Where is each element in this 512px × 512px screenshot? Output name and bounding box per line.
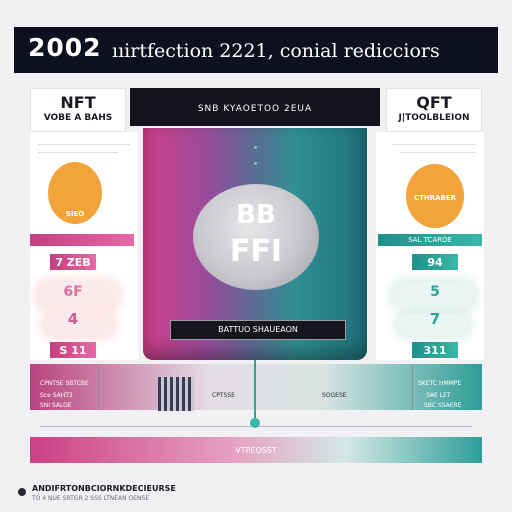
right-strip	[378, 234, 482, 246]
left-header-card	[30, 88, 126, 132]
center-dot	[254, 146, 257, 149]
footer-title: ANDIFRTONBCIORNKDECIEURSE	[32, 484, 176, 493]
left-strip	[30, 234, 134, 246]
right-divider	[400, 152, 476, 153]
right-badge-label: CTHRABER	[413, 194, 457, 202]
left-divider	[38, 144, 130, 145]
right-glow-pill	[398, 314, 468, 336]
left-divider	[38, 152, 118, 153]
right-header-card	[386, 88, 482, 132]
band-thumbnail	[158, 377, 194, 411]
right-number-mid2: 7	[429, 310, 441, 328]
center-header	[130, 88, 380, 126]
right-divider	[392, 144, 476, 145]
band-right-text: SAE LET	[426, 392, 451, 399]
band-mid-text: CPTSSE	[212, 392, 235, 399]
right-badge-circle	[406, 164, 464, 228]
left-glow-pill	[44, 314, 114, 336]
orb-top-text: BB	[236, 200, 276, 230]
right-number-box	[412, 342, 458, 358]
band-right-text: SBC SSAERE	[424, 402, 462, 409]
band-left-text: CPNTSE SBTCBE	[40, 380, 89, 387]
right-number-top: 94	[427, 256, 443, 269]
center-orb	[193, 184, 319, 290]
timeline-band	[30, 364, 482, 410]
right-glow-pill	[394, 282, 474, 308]
left-number-mid2: 4	[67, 310, 79, 328]
band-divider	[412, 364, 413, 410]
orb-bottom-text: FFI	[229, 234, 283, 269]
band-left-text: SNI SALOE	[40, 402, 72, 409]
right-number-bottom: 311	[423, 344, 447, 357]
center-label: BATTUO SHAUEAON	[218, 325, 298, 334]
footer-logo-icon	[18, 488, 26, 496]
right-strip-label: SAL TCAROE	[408, 236, 452, 244]
left-glow-pill	[38, 282, 118, 308]
right-number-mid: 5	[430, 284, 440, 300]
banner-title: ııirtfection 2221, conial redicciors	[112, 40, 440, 62]
top-banner	[14, 27, 498, 73]
timeline-node	[250, 418, 260, 428]
left-badge-circle	[48, 162, 102, 224]
band-left-text: Sce SAHT3	[40, 392, 73, 399]
left-header-subtitle: VOBE A BAHS	[43, 113, 113, 123]
timeline-connector	[254, 360, 256, 422]
left-number-mid: 6F	[63, 284, 83, 300]
bottom-bar	[30, 437, 482, 463]
left-badge-label: SIEO	[65, 210, 85, 218]
center-label-box	[170, 320, 346, 340]
left-number-bottom: S 11	[59, 344, 87, 357]
band-divider	[98, 364, 99, 410]
band-mid-text: SOGESE	[322, 392, 347, 399]
left-number-top: 7 ZEB	[55, 256, 91, 269]
center-dot	[254, 162, 257, 165]
bottom-bar-label: VTPEOSST	[235, 446, 277, 455]
right-number-box	[412, 254, 458, 270]
left-header-title: NFT	[60, 93, 96, 112]
center-header-title: SNB KYAOETOO 2EUA	[197, 104, 313, 114]
banner-year: 2002	[28, 33, 102, 62]
right-header-subtitle: J|TOOLBLEION	[398, 113, 470, 123]
right-header-title: QFT	[416, 93, 452, 112]
footer-subtitle: TO 4 NUE SRTGR 2 SSS LTNEAN OENSE	[32, 495, 150, 502]
band-right-text: SKETC HMMPE	[418, 380, 462, 387]
left-number-box	[50, 342, 96, 358]
left-number-box	[50, 254, 96, 270]
